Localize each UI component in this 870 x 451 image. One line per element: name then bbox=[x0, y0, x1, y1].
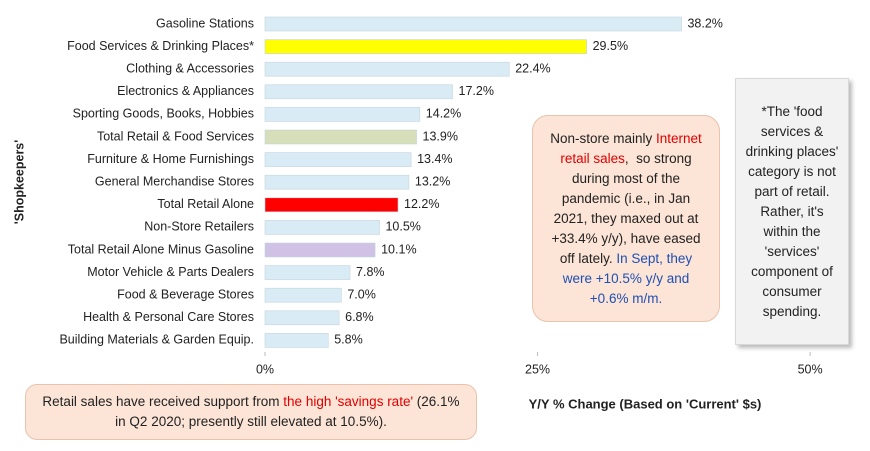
value-label: 10.5% bbox=[385, 220, 420, 234]
bar bbox=[264, 333, 329, 348]
annotation-segment: (26.1% in Q2 2020; presently still eleva… bbox=[115, 394, 464, 429]
bar bbox=[264, 61, 510, 77]
value-label: 6.8% bbox=[345, 310, 374, 324]
bar bbox=[264, 174, 410, 190]
y-tick-label: Total Retail Alone Minus Gasoline bbox=[68, 242, 254, 256]
annotation-segment: Retail sales have received support from bbox=[42, 394, 284, 409]
annotation-text: Non-store mainly Internet retail sales, … bbox=[547, 129, 705, 309]
y-tick-label: Total Retail Alone bbox=[157, 197, 254, 211]
annotation-segment: In Sept, they were +10.5% y/y and +0.6% … bbox=[562, 250, 696, 306]
annotation-segment: Internet retail sales bbox=[560, 130, 706, 166]
annotation: Non-store mainly Internet retail sales, … bbox=[532, 115, 720, 322]
bar bbox=[264, 197, 399, 213]
value-label: 7.8% bbox=[356, 265, 385, 279]
y-tick-label: Gasoline Stations bbox=[156, 16, 254, 30]
bar bbox=[264, 287, 342, 303]
x-axis-label: Y/Y % Change (Based on 'Current' $s) bbox=[529, 396, 762, 411]
bar bbox=[264, 84, 453, 100]
x-tick-label: 50% bbox=[798, 362, 823, 376]
y-tick-label: Total Retail & Food Services bbox=[97, 129, 254, 143]
annotation: Retail sales have received support from … bbox=[25, 384, 477, 440]
value-label: 38.2% bbox=[687, 16, 722, 30]
value-label: 14.2% bbox=[426, 107, 461, 121]
value-label: 17.2% bbox=[459, 84, 494, 98]
bar bbox=[264, 242, 376, 258]
annotation: *The 'food services & drinking places' c… bbox=[735, 78, 849, 345]
x-tick-label: 25% bbox=[525, 362, 550, 376]
y-tick-label: Non-Store Retailers bbox=[144, 220, 254, 234]
bar bbox=[264, 152, 412, 167]
annotation-segment: the high 'savings rate' bbox=[283, 394, 414, 409]
annotation-segment: , so strong during most of the pandemic … bbox=[551, 150, 705, 266]
value-label: 13.9% bbox=[423, 129, 458, 143]
bar bbox=[264, 310, 340, 326]
annotation-segment: Non-store mainly bbox=[550, 130, 656, 146]
value-label: 10.1% bbox=[381, 242, 416, 256]
value-label: 12.2% bbox=[404, 197, 439, 211]
y-tick-label: Food & Beverage Stores bbox=[117, 287, 254, 301]
annotation-text: *The 'food services & drinking places' c… bbox=[744, 102, 840, 322]
value-label: 5.8% bbox=[334, 333, 363, 347]
y-tick-label: Health & Personal Care Stores bbox=[83, 310, 254, 324]
y-tick-label: Electronics & Appliances bbox=[117, 84, 254, 98]
annotation-text: Retail sales have received support from … bbox=[40, 392, 462, 432]
value-label: 13.4% bbox=[417, 152, 452, 166]
y-tick-label: Food Services & Drinking Places* bbox=[67, 39, 254, 53]
x-tick-label: 0% bbox=[256, 362, 274, 376]
value-label: 22.4% bbox=[515, 61, 550, 75]
value-label: 7.0% bbox=[347, 287, 376, 301]
bar bbox=[264, 220, 380, 235]
bar bbox=[264, 107, 421, 122]
value-label: 13.2% bbox=[415, 174, 450, 188]
y-axis-label: 'Shopkeepers' bbox=[12, 140, 26, 224]
y-tick-label: Building Materials & Garden Equip. bbox=[59, 333, 254, 347]
y-tick-label: Sporting Goods, Books, Hobbies bbox=[73, 107, 254, 121]
bar bbox=[264, 265, 351, 280]
y-tick-label: Motor Vehicle & Parts Dealers bbox=[87, 265, 254, 279]
bar bbox=[264, 129, 417, 145]
annotation-segment: *The 'food services & drinking places' c… bbox=[745, 103, 843, 319]
bar bbox=[264, 39, 587, 54]
bar bbox=[264, 16, 682, 32]
y-tick-label: General Merchandise Stores bbox=[95, 174, 254, 188]
value-label: 29.5% bbox=[593, 39, 628, 53]
y-tick-label: Furniture & Home Furnishings bbox=[87, 152, 254, 166]
y-tick-label: Clothing & Accessories bbox=[126, 61, 254, 75]
